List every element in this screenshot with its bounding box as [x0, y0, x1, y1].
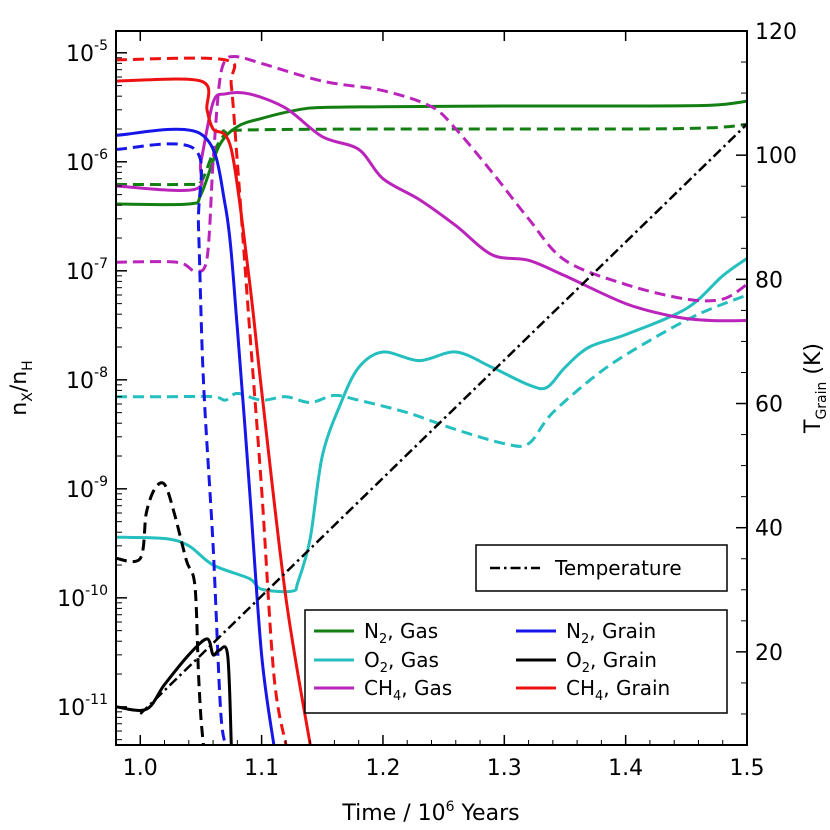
- x-tick-label: 1.0: [123, 756, 158, 781]
- y-tick-label: 10-7: [66, 256, 108, 285]
- y2-tick-label: 40: [755, 517, 783, 542]
- legend-label-o2-gas: O2, Gas: [364, 648, 439, 676]
- y-axis-title: nX/nH: [7, 360, 36, 415]
- series-line-2: [116, 257, 747, 594]
- x-tick-label: 1.5: [730, 756, 765, 781]
- legend-label-ch4-gas: CH4, Gas: [364, 676, 452, 704]
- y-tick-label: 10-8: [66, 365, 108, 394]
- series-line-8: [116, 637, 233, 745]
- x-tick-label: 1.1: [244, 756, 279, 781]
- y2-tick-label: 20: [755, 641, 783, 666]
- series-line-9: [116, 481, 205, 745]
- series-line-6: [116, 127, 276, 745]
- y2-tick-label: 60: [755, 393, 783, 418]
- series-line-10: [116, 77, 312, 745]
- series-line-4: [116, 91, 747, 323]
- y-tick-label: 10-6: [66, 147, 108, 176]
- legend-label-ch4-grain: CH4, Grain: [566, 676, 670, 704]
- series-line-7: [116, 142, 227, 745]
- legend-label-n2-grain: N2, Grain: [566, 619, 656, 647]
- x-axis-title: Time / 106 Years: [341, 799, 519, 826]
- y-tick-label: 10-9: [66, 474, 108, 503]
- y-tick-label: 10-10: [57, 583, 108, 612]
- y2-tick-label: 100: [755, 144, 797, 169]
- x-tick-label: 1.3: [487, 756, 522, 781]
- y2-axis-title: TGrain (K): [801, 343, 830, 434]
- x-tick-label: 1.2: [365, 756, 400, 781]
- series-line-5: [116, 54, 747, 303]
- series-line-12: [139, 123, 747, 715]
- legend-label-o2-grain: O2, Grain: [566, 648, 657, 676]
- axis-ticks: 1.0 1.1 1.2 1.3 1.4 1.5 10-11 10-10 10-9 10-8 10-7…: [57, 20, 797, 781]
- legend-label-n2-gas: N2, Gas: [364, 619, 438, 647]
- legend-temperature-label: Temperature: [554, 556, 682, 580]
- y2-tick-label: 80: [755, 268, 783, 293]
- plot-lines: [116, 54, 747, 745]
- legend-species: N2, Gas O2, Gas CH4, Gas N2, Grain O2, G…: [304, 609, 728, 714]
- y-tick-label: 10-5: [66, 38, 108, 67]
- series-line-3: [116, 293, 747, 448]
- series-line-1: [116, 123, 747, 187]
- series-line-11: [116, 56, 288, 745]
- x-tick-label: 1.4: [608, 756, 643, 781]
- y2-tick-label: 120: [755, 20, 797, 45]
- y-tick-label: 10-11: [57, 692, 108, 721]
- legend-temperature: Temperature: [475, 544, 728, 592]
